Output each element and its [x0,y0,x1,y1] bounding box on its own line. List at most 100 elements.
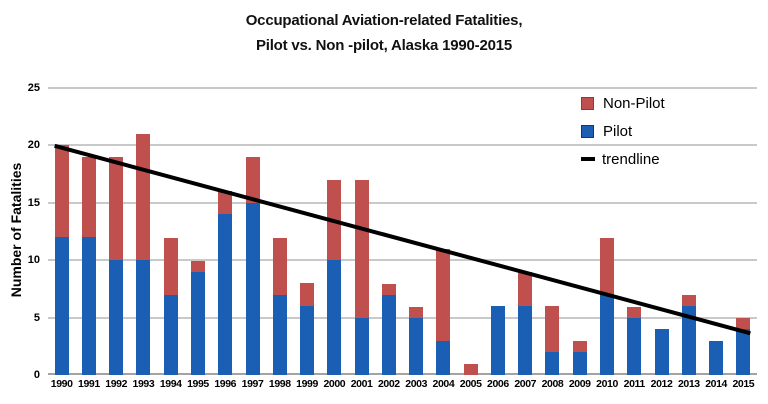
trendline [54,143,751,336]
bar-1992-non-pilot [109,157,124,260]
y-tick-label-15: 15 [27,196,40,209]
x-tick-label-1997: 1997 [241,378,264,390]
x-tick-label-2003: 2003 [405,378,428,390]
gridline-15 [48,202,757,204]
bar-1995-non-pilot [190,261,205,272]
legend-item-pilot: Pilot [581,122,665,140]
bar-2001-non-pilot [354,180,369,318]
bar-2009-pilot [572,352,587,375]
chart-title: Occupational Aviation-related Fatalities… [0,8,768,58]
legend-item-trendline: trendline [581,150,665,168]
x-tick-label-2015: 2015 [732,378,755,390]
bar-1997-non-pilot [245,157,260,203]
x-tick-label-2005: 2005 [459,378,482,390]
bar-1990-pilot [54,237,69,375]
gridline-0 [48,373,757,375]
y-axis-title: Number of Fatalities [8,162,24,298]
bar-2015-pilot [736,329,751,375]
x-tick-label-2004: 2004 [432,378,455,390]
bar-2002-non-pilot [381,284,396,295]
bar-2000-pilot [327,260,342,375]
bar-2003-pilot [409,318,424,375]
x-tick-label-1992: 1992 [105,378,128,390]
bar-2014-pilot [709,341,724,375]
bar-1998-non-pilot [272,238,287,295]
bar-1993-pilot [136,260,151,375]
gridline-20 [48,144,757,146]
x-tick-label-1994: 1994 [159,378,182,390]
bar-2015-non-pilot [736,318,751,329]
bar-2001-pilot [354,318,369,375]
legend-label-trendline: trendline [602,150,660,168]
legend: Non-Pilot Pilot trendline [581,94,665,178]
legend-line-trendline [581,157,595,161]
y-tick-label-25: 25 [27,82,40,94]
plot-area: Non-Pilot Pilot trendline [48,87,757,375]
chart-title-line2: Pilot vs. Non -pilot, Alaska 1990-2015 [255,37,513,54]
bar-1992-pilot [109,260,124,375]
x-tick-label-2001: 2001 [350,378,373,390]
bar-2004-non-pilot [436,249,451,341]
x-tick-label-1999: 1999 [296,378,318,390]
bar-2004-pilot [436,341,451,375]
y-tick-label-10: 10 [27,254,40,267]
legend-square-non-pilot [581,96,594,110]
x-tick-label-1996: 1996 [214,378,237,390]
x-tick-label-2013: 2013 [677,378,700,390]
x-tick-label-2007: 2007 [514,378,537,390]
bar-1999-non-pilot [300,283,315,306]
legend-label-pilot: Pilot [603,122,633,140]
gridline-25 [48,87,757,89]
bar-2012-pilot [654,329,669,375]
bar-1997-pilot [245,203,260,375]
x-tick-label-2000: 2000 [323,378,346,390]
x-tick-label-1995: 1995 [187,378,209,390]
bar-1999-pilot [300,306,315,375]
bar-2010-pilot [600,295,615,375]
bar-2011-pilot [627,318,642,375]
bar-1994-pilot [163,295,178,375]
bar-2013-pilot [681,306,696,375]
bar-2002-pilot [381,295,396,375]
legend-item-non-pilot: Non-Pilot [581,94,665,112]
bar-2013-non-pilot [681,295,696,306]
x-tick-label-2006: 2006 [487,378,509,390]
x-tick-label-2002: 2002 [377,378,400,390]
bar-1994-non-pilot [163,238,178,295]
x-tick-label-1998: 1998 [268,378,291,390]
bar-2008-non-pilot [545,306,560,352]
x-tick-label-2014: 2014 [705,378,727,390]
bar-1996-non-pilot [218,191,233,214]
legend-square-pilot [581,124,594,138]
bar-1991-non-pilot [81,157,96,237]
x-tick-label-1993: 1993 [132,378,155,390]
bar-1991-pilot [81,237,96,375]
bar-2008-pilot [545,352,560,375]
bar-1998-pilot [272,295,287,375]
bar-2005-non-pilot [463,364,478,375]
x-tick-label-2008: 2008 [541,378,564,390]
bar-2007-non-pilot [518,272,533,306]
bar-2003-non-pilot [409,307,424,318]
legend-label-non-pilot: Non-Pilot [603,94,665,112]
bar-2011-non-pilot [627,307,642,318]
gridline-10 [48,259,757,261]
bar-2010-non-pilot [600,238,615,295]
x-tick-label-1990: 1990 [50,378,73,390]
y-tick-label-0: 0 [33,369,40,381]
y-tick-label-5: 5 [33,311,40,324]
bar-2007-pilot [518,306,533,375]
bar-1996-pilot [218,214,233,375]
x-tick-label-2010: 2010 [596,378,618,390]
x-tick-label-2011: 2011 [623,378,646,390]
x-tick-label-2009: 2009 [568,378,591,390]
bar-1995-pilot [190,272,205,375]
x-tick-label-1991: 1991 [78,378,100,390]
bar-1990-non-pilot [54,145,69,237]
bar-2006-pilot [490,306,505,375]
bar-1993-non-pilot [136,134,151,260]
y-tick-label-20: 20 [27,139,40,152]
bar-2009-non-pilot [572,341,587,352]
chart-title-line1: Occupational Aviation-related Fatalities… [245,12,523,29]
